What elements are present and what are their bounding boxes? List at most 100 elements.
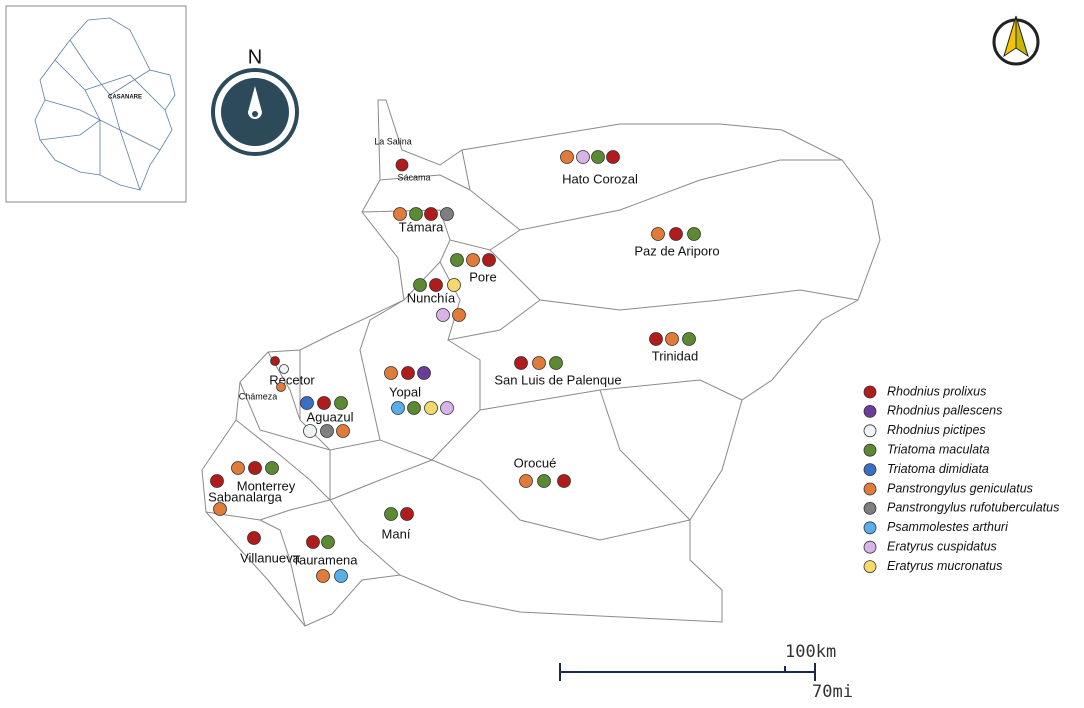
legend-swatch <box>863 385 877 399</box>
species-dot <box>400 507 414 521</box>
species-dot <box>384 366 398 380</box>
species-dot <box>429 278 443 292</box>
place-label: Nunchía <box>407 290 456 305</box>
species-dot <box>436 308 450 322</box>
legend-swatch <box>863 463 877 477</box>
place-label: Chámeza <box>239 391 278 401</box>
species-dot <box>391 401 405 415</box>
legend-label: Panstrongylus geniculatus <box>887 481 1033 495</box>
species-dot <box>213 502 227 516</box>
species-dot <box>606 150 620 164</box>
place-label: Recetor <box>269 372 315 387</box>
place-label: Orocué <box>514 455 557 470</box>
species-dot <box>669 227 683 241</box>
place-label: Maní <box>382 526 411 541</box>
legend-label: Rhodnius pallescens <box>887 404 1002 418</box>
legend-label: Triatoma maculata <box>887 442 990 456</box>
legend-label: Rhodnius pictipes <box>887 423 986 437</box>
place-label: Pore <box>469 269 496 284</box>
species-dot <box>440 207 454 221</box>
species-dot <box>409 207 423 221</box>
species-dot <box>450 253 464 267</box>
scale-bar <box>559 663 816 681</box>
species-dot <box>334 396 348 410</box>
inset-label: CASANARE <box>108 95 142 101</box>
compass <box>211 68 299 156</box>
place-label: Sácama <box>397 172 430 182</box>
legend-label: Eratyrus cuspidatus <box>887 539 997 553</box>
species-dot <box>413 278 427 292</box>
place-label: Sabanalarga <box>208 489 282 504</box>
species-dot <box>482 253 496 267</box>
species-dot <box>557 474 571 488</box>
north-arrow <box>992 15 1040 66</box>
legend-label: Rhodnius prolixus <box>887 384 986 398</box>
legend-label: Panstrongylus rufotuberculatus <box>887 501 1059 515</box>
legend-swatch <box>863 443 877 457</box>
species-dot <box>576 150 590 164</box>
place-label: Monterrey <box>237 478 296 493</box>
legend-label: Eratyrus mucronatus <box>887 559 1002 573</box>
species-dot <box>210 474 224 488</box>
scale-km: 100km <box>785 642 836 662</box>
species-dot <box>651 227 665 241</box>
species-dot <box>549 356 563 370</box>
species-dot <box>424 401 438 415</box>
species-dot <box>452 308 466 322</box>
species-dot <box>265 461 279 475</box>
species-dot <box>279 364 289 374</box>
species-dot <box>447 278 461 292</box>
species-dot <box>591 150 605 164</box>
place-label: Aguazul <box>307 409 354 424</box>
department-borders <box>201 99 881 627</box>
species-dot <box>514 356 528 370</box>
legend-swatch <box>863 404 877 418</box>
place-label: La Salina <box>374 136 412 146</box>
species-dot <box>317 396 331 410</box>
species-dot <box>649 332 663 346</box>
scale-mi: 70mi <box>812 682 853 702</box>
place-label: Villanueva <box>240 550 301 565</box>
species-dot <box>336 424 350 438</box>
place-label: Hato Corozal <box>562 171 638 186</box>
legend-swatch <box>863 482 877 496</box>
legend-swatch <box>863 501 877 515</box>
inset-frame <box>5 5 187 203</box>
species-dot <box>687 227 701 241</box>
species-dot <box>560 150 574 164</box>
legend-swatch <box>863 521 877 535</box>
species-dot <box>407 401 421 415</box>
place-label: Yopal <box>389 384 421 399</box>
species-dot <box>424 207 438 221</box>
species-dot <box>321 535 335 549</box>
north-label: N <box>248 46 262 68</box>
species-dot <box>276 382 286 392</box>
species-dot <box>334 569 348 583</box>
legend-label: Psammolestes arthuri <box>887 520 1009 534</box>
species-dot <box>401 366 415 380</box>
place-label: Trinidad <box>652 348 698 363</box>
species-dot <box>248 461 262 475</box>
legend-label: Triatoma dimidiata <box>887 462 989 476</box>
species-dot <box>393 207 407 221</box>
place-label: Tauramena <box>292 552 358 567</box>
species-dot <box>303 424 317 438</box>
species-dot <box>231 461 245 475</box>
place-label: Támara <box>399 219 445 234</box>
legend-swatch <box>863 560 877 573</box>
species-dot <box>384 507 398 521</box>
species-dot <box>320 424 334 438</box>
species-dot <box>466 253 480 267</box>
species-dot <box>306 535 320 549</box>
species-dot <box>417 366 431 380</box>
species-dot <box>519 474 533 488</box>
species-dot <box>440 401 454 415</box>
species-dot <box>665 332 679 346</box>
species-dot <box>247 531 261 545</box>
species-dot <box>300 396 314 410</box>
species-dot <box>532 356 546 370</box>
species-dot <box>270 356 280 366</box>
inset-map <box>34 17 176 191</box>
place-label: San Luis de Palenque <box>494 372 621 387</box>
